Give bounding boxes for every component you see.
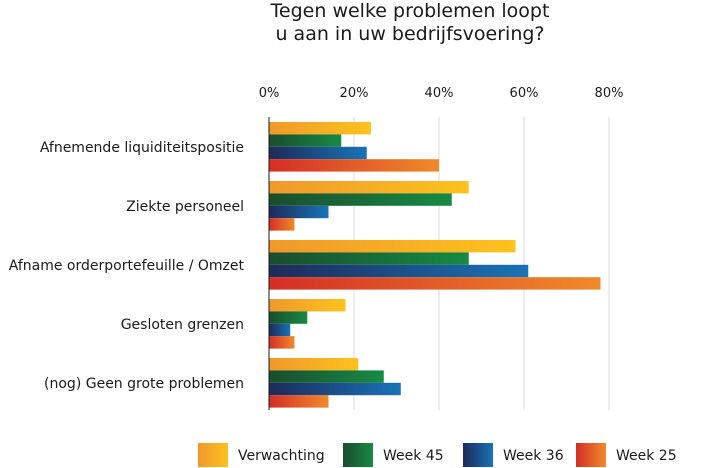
bar bbox=[269, 382, 401, 396]
bar bbox=[269, 205, 329, 219]
bar bbox=[269, 370, 384, 383]
x-tick-label: 60% bbox=[510, 86, 539, 101]
category-label: Afname orderportefeuille / Omzet bbox=[9, 258, 245, 274]
bar bbox=[269, 181, 469, 194]
bar bbox=[269, 122, 371, 135]
category-label: Gesloten grenzen bbox=[121, 317, 244, 333]
category-label: Afnemende liquiditeitspositie bbox=[40, 140, 244, 156]
bar bbox=[269, 134, 342, 147]
bar bbox=[269, 395, 329, 408]
legend-label: Week 25 bbox=[616, 448, 677, 464]
bar bbox=[269, 159, 439, 172]
legend-label: Week 45 bbox=[383, 448, 444, 464]
bar bbox=[269, 193, 452, 206]
legend-swatch bbox=[463, 443, 493, 467]
legend: Verwachting Week 45 Week 36 Week 25 bbox=[198, 443, 677, 467]
category-label: (nog) Geen grote problemen bbox=[44, 376, 244, 392]
bar bbox=[269, 146, 367, 160]
bar bbox=[269, 358, 359, 371]
chart-title: Tegen welke problemen loopt u aan in uw … bbox=[270, 0, 550, 45]
bars bbox=[269, 122, 601, 408]
x-tick-label: 80% bbox=[595, 86, 624, 101]
bar bbox=[269, 336, 295, 349]
bar bbox=[269, 264, 529, 278]
legend-swatch bbox=[198, 443, 228, 467]
x-tick-label: 20% bbox=[340, 86, 369, 101]
legend-swatch bbox=[343, 443, 373, 467]
bar bbox=[269, 311, 308, 324]
legend-label: Verwachting bbox=[238, 448, 325, 464]
legend-label: Week 36 bbox=[503, 448, 564, 464]
bar bbox=[269, 277, 601, 290]
bar bbox=[269, 323, 291, 337]
category-label: Ziekte personeel bbox=[126, 199, 244, 215]
x-tick-label: 40% bbox=[425, 86, 454, 101]
legend-swatch bbox=[576, 443, 606, 467]
bar bbox=[269, 240, 516, 253]
bar bbox=[269, 252, 469, 265]
bar bbox=[269, 299, 346, 312]
axes: 0% 20% 40% 60% 80% Afnemende liquiditeitsposi… bbox=[9, 86, 624, 410]
x-tick-label: 0% bbox=[259, 86, 280, 101]
bar bbox=[269, 218, 295, 231]
